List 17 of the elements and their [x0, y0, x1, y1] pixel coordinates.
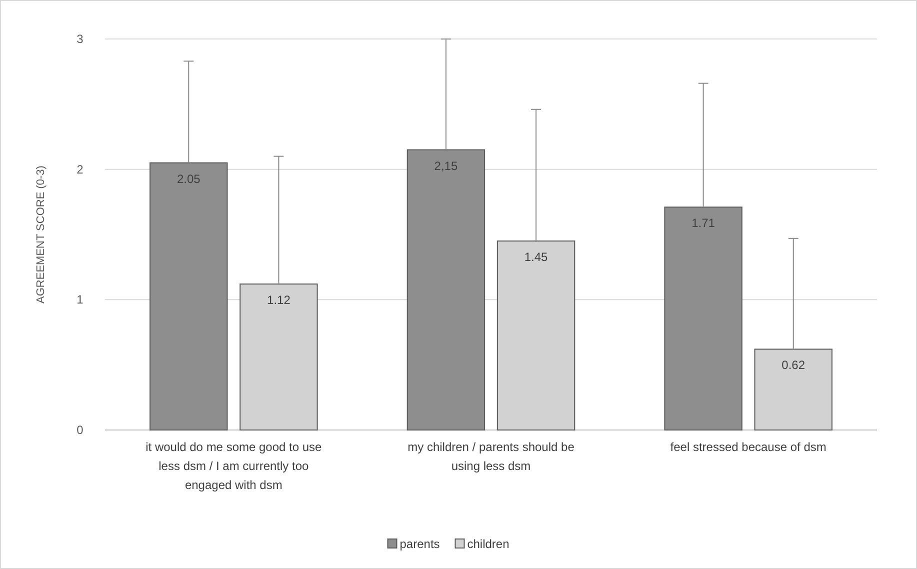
y-tick-label: 1	[76, 292, 84, 307]
x-tick-label: my children / parents should be using less dsm	[408, 440, 575, 473]
x-tick-label: it would do me some good to use less dsm / I am currently too engaged with dsm	[146, 440, 322, 492]
legend-label: parents	[400, 537, 440, 551]
x-tick-label: feel stressed because of dsm	[670, 440, 826, 454]
data-label: 1.45	[524, 250, 548, 264]
legend-label: children	[467, 537, 510, 551]
y-tick-label: 3	[76, 32, 84, 46]
data-label: 2,15	[434, 158, 458, 173]
y-tick-label: 2	[76, 162, 84, 176]
data-label: 1.12	[267, 293, 291, 308]
y-axis-title: AGREEMENT SCORE (0-3)	[35, 166, 47, 304]
y-tick-label: 0	[76, 423, 84, 437]
data-label: 1.71	[692, 216, 716, 230]
data-label: 2.05	[176, 172, 201, 186]
data-label: 0.62	[782, 358, 806, 372]
bar	[754, 348, 832, 430]
